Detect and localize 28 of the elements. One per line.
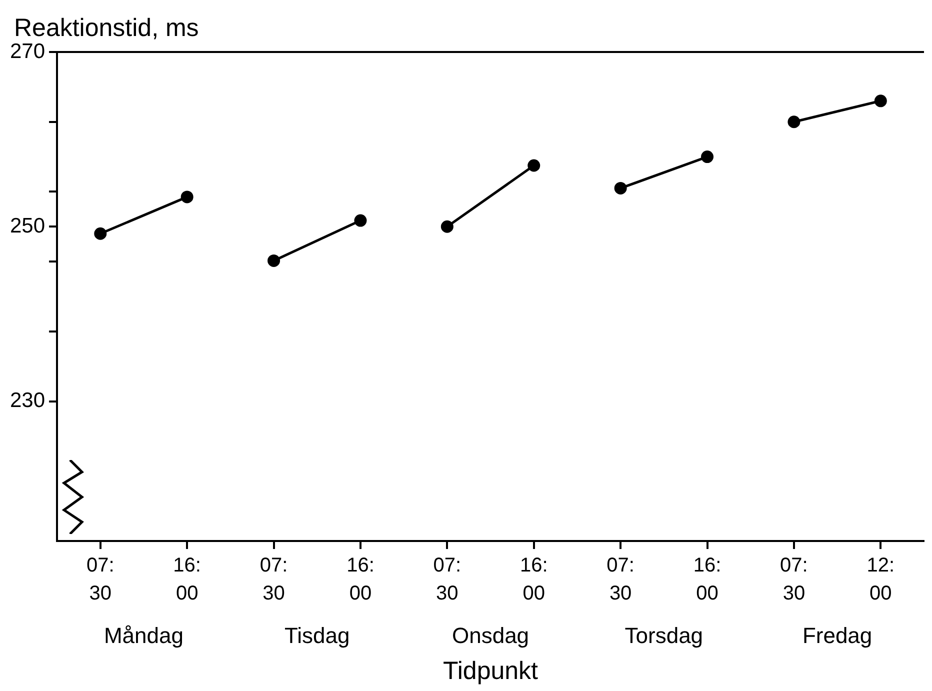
point	[440, 220, 454, 233]
point	[268, 254, 280, 267]
x-tick-label: 07:30	[86, 554, 114, 605]
x-tick-label: 16:00	[346, 554, 374, 605]
x-tick-label: 16:00	[693, 554, 722, 605]
point	[614, 182, 627, 194]
point	[874, 94, 887, 108]
text: Måndag	[104, 623, 184, 648]
text: Onsdag	[452, 623, 530, 648]
x-tick-label: 07:30	[780, 554, 808, 605]
point	[354, 214, 367, 227]
x-tick-label: 07:30	[606, 554, 634, 605]
x-axis-title: Tidpunkt	[443, 656, 538, 685]
y-tick-label: 230	[10, 389, 46, 412]
text: Tisdag	[284, 623, 350, 648]
x-tick-label: 07:30	[433, 554, 462, 605]
text: Torsdag	[624, 623, 704, 648]
point	[528, 159, 540, 172]
point	[788, 116, 800, 128]
x-tick-label: 12:00	[866, 554, 895, 605]
x-tick-label: 16:00	[173, 554, 201, 605]
text: Fredag	[802, 623, 872, 648]
point	[94, 227, 107, 240]
point	[180, 190, 194, 204]
y-tick-label: 250	[10, 214, 46, 238]
x-tick-label: 16:00	[520, 554, 548, 605]
x-tick-label: 07:30	[260, 554, 288, 605]
point	[701, 150, 714, 164]
